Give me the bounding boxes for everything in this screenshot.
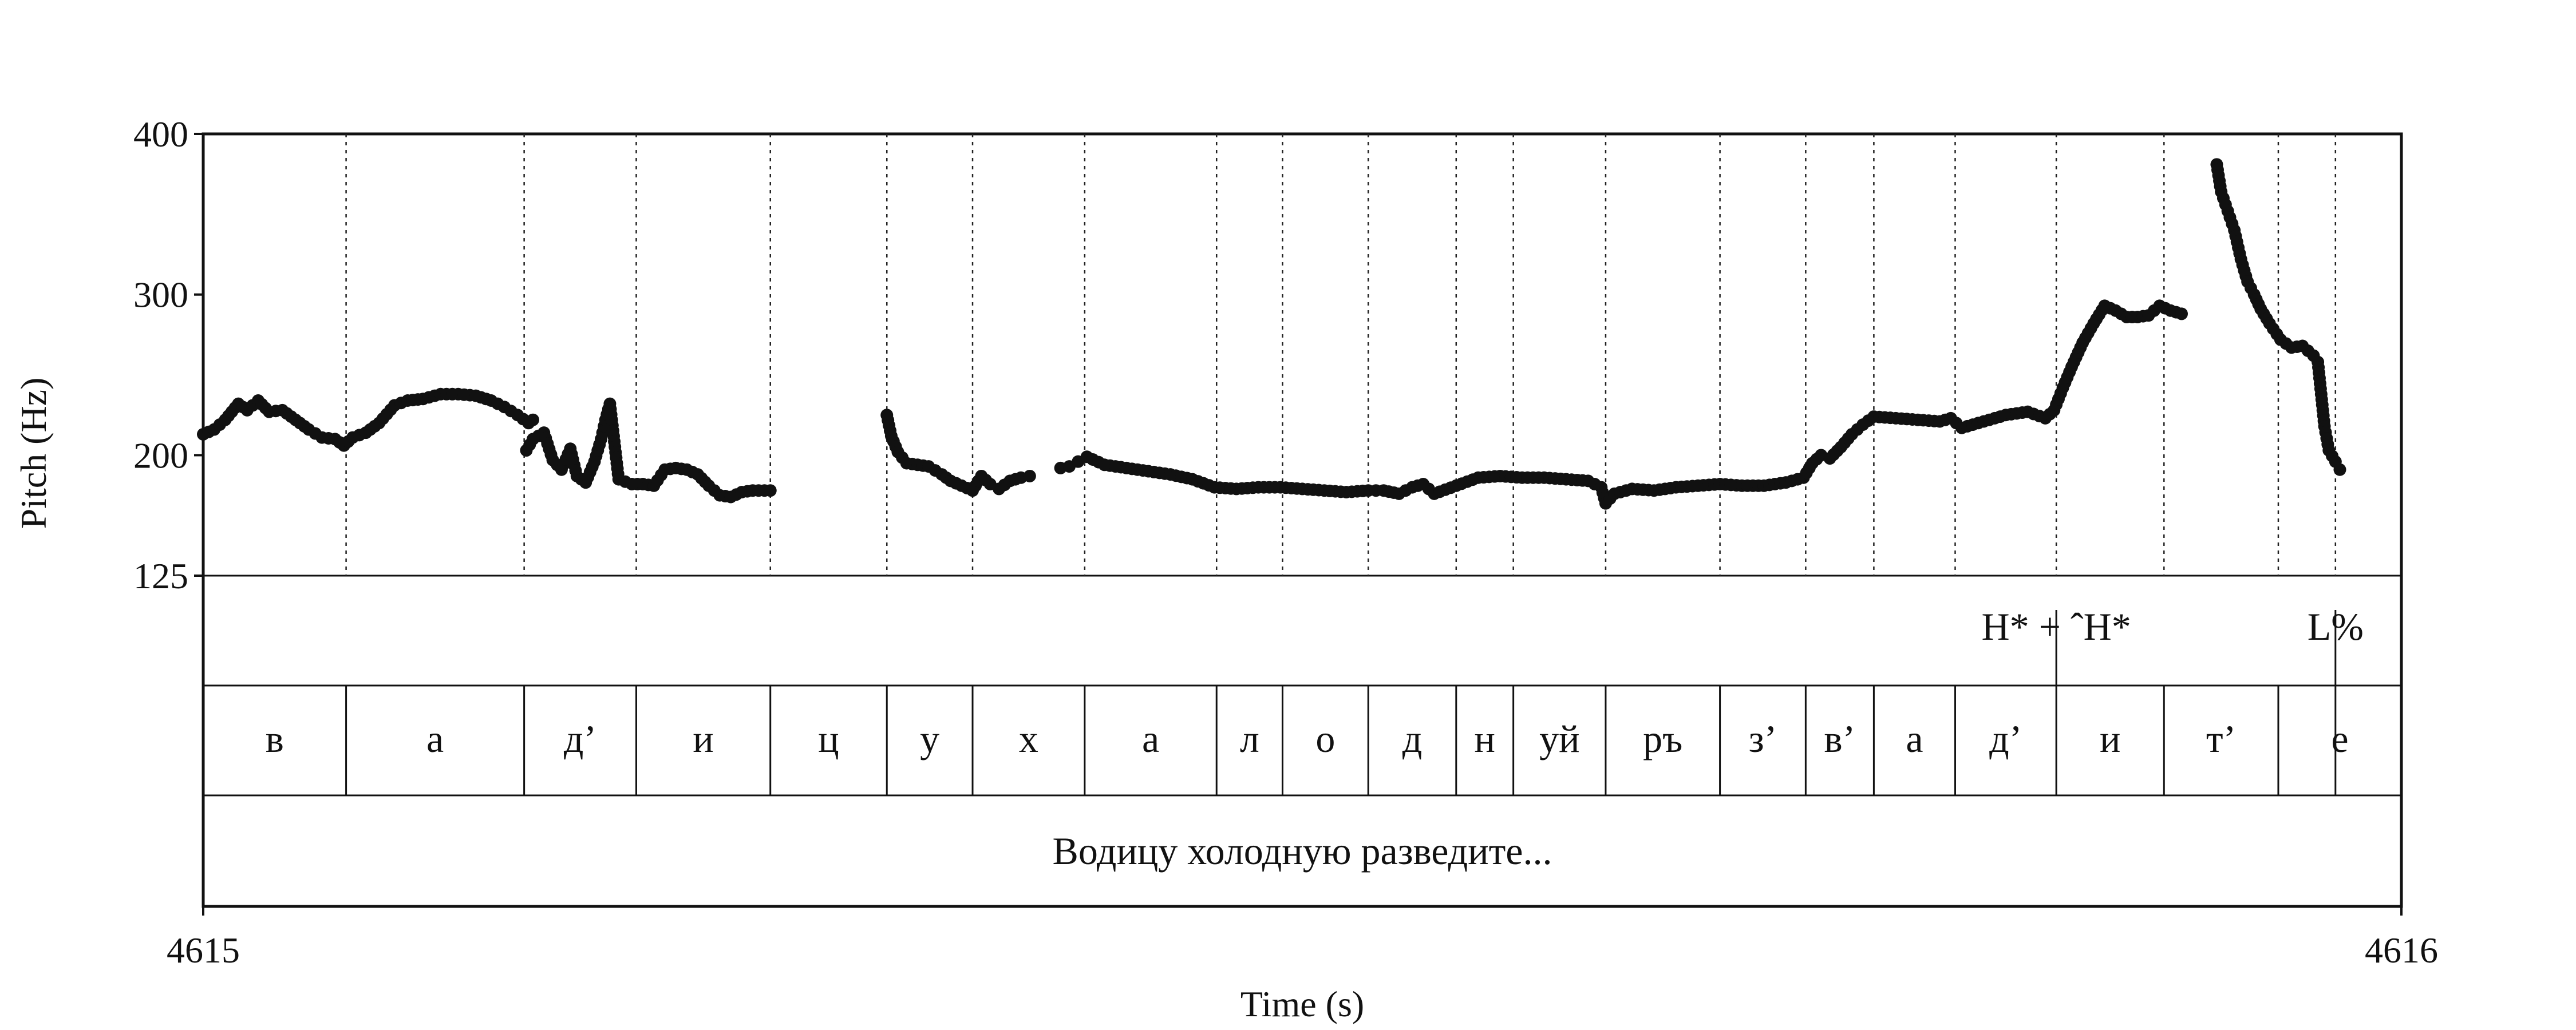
pitch-point bbox=[2175, 307, 2188, 320]
segment-tier: в а д’ и ц у х а л о д н уй ръ з’ в’ а д’ и т’ е bbox=[266, 717, 2349, 760]
plot-frame bbox=[202, 132, 2403, 908]
pitch-point bbox=[764, 484, 777, 497]
x-tick-label-start: 4615 bbox=[167, 930, 240, 970]
y-tick-label: 200 bbox=[133, 435, 188, 476]
segment-label: д’ bbox=[564, 717, 596, 760]
tone-tier: H* + ˆH* L% bbox=[1982, 605, 2364, 686]
segment-label: д bbox=[1402, 717, 1423, 760]
pitch-point bbox=[2333, 463, 2346, 476]
segment-label: ръ bbox=[1643, 717, 1682, 760]
boundary-lines bbox=[345, 134, 2337, 795]
segment-label: в bbox=[266, 717, 284, 760]
segment-label: д’ bbox=[1989, 717, 2022, 760]
segment-label: и bbox=[693, 717, 713, 760]
segment-label: т’ bbox=[2206, 717, 2236, 760]
segment-label: а bbox=[1906, 717, 1923, 760]
segment-label: х bbox=[1019, 717, 1038, 760]
segment-label: з’ bbox=[1749, 717, 1777, 760]
segment-label: н bbox=[1475, 717, 1495, 760]
pitch-point bbox=[527, 413, 539, 426]
segment-label: о bbox=[1315, 717, 1335, 760]
segment-label: в’ bbox=[1824, 717, 1855, 760]
tone-label: H* + ˆH* bbox=[1982, 605, 2131, 648]
segment-label: л bbox=[1240, 717, 1259, 760]
sentence-label: Водицу холодную разведите... bbox=[1053, 829, 1552, 873]
segment-label: и bbox=[2100, 717, 2120, 760]
segment-label: а bbox=[1142, 717, 1159, 760]
x-tick-label-end: 4616 bbox=[2365, 930, 2438, 970]
y-axis: 400 300 200 125 bbox=[133, 114, 203, 596]
segment-label: е bbox=[2331, 717, 2348, 760]
segment-label: ц bbox=[818, 717, 839, 760]
segment-label: у bbox=[920, 717, 939, 760]
pitch-point bbox=[1023, 469, 1036, 482]
y-tick-label: 125 bbox=[133, 556, 188, 596]
pitch-points bbox=[197, 158, 2346, 510]
y-tick-label: 300 bbox=[133, 275, 188, 315]
segment-label: а bbox=[426, 717, 444, 760]
y-tick-label: 400 bbox=[133, 114, 188, 154]
segment-label: уй bbox=[1539, 717, 1579, 760]
x-axis-label: Time (s) bbox=[1240, 984, 1364, 1024]
y-axis-label: Pitch (Hz) bbox=[13, 378, 54, 529]
tone-label: L% bbox=[2308, 605, 2364, 648]
